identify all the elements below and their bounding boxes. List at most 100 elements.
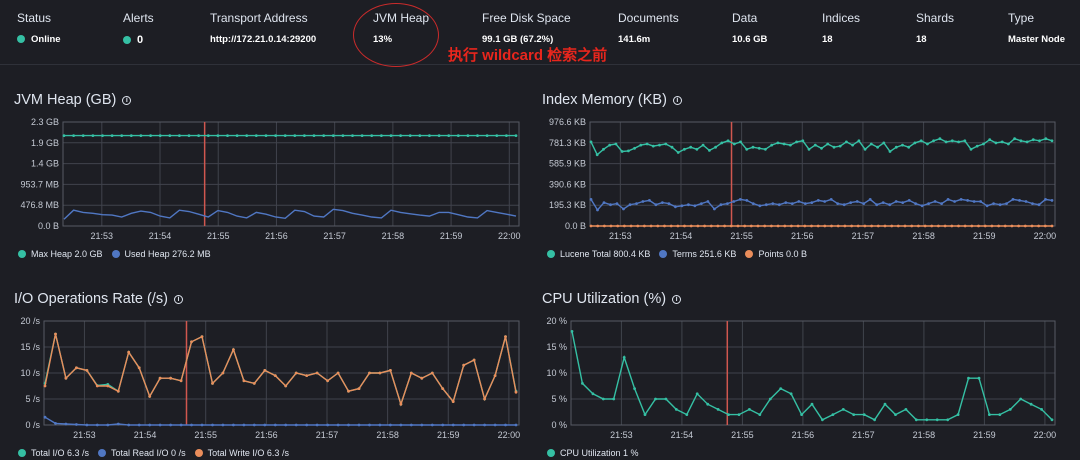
data-point xyxy=(977,224,980,228)
data-point xyxy=(609,203,612,207)
data-point xyxy=(732,200,736,203)
data-point xyxy=(1017,224,1020,228)
data-point xyxy=(703,224,706,228)
data-point xyxy=(695,147,699,151)
data-point xyxy=(882,141,886,145)
data-point xyxy=(263,369,267,372)
legend-label: Total I/O 6.3 /s xyxy=(31,448,90,458)
data-point xyxy=(751,202,755,206)
legend-item[interactable]: Points 0.0 B xyxy=(745,249,807,259)
data-point xyxy=(64,376,68,380)
data-point xyxy=(1018,199,1021,202)
data-point xyxy=(719,203,723,207)
data-point xyxy=(106,384,110,388)
data-point xyxy=(101,134,104,138)
data-point xyxy=(495,134,499,138)
data-point xyxy=(216,134,220,138)
legend-item[interactable]: CPU Utilization 1 % xyxy=(547,448,639,458)
data-point xyxy=(963,139,967,143)
data-point xyxy=(451,400,455,403)
data-point xyxy=(420,376,424,380)
info-icon[interactable]: i xyxy=(173,295,183,304)
data-point xyxy=(149,134,153,138)
y-tick-label: 0 /s xyxy=(25,420,40,430)
stat-label: Indices xyxy=(822,11,861,25)
x-tick-label: 21:54 xyxy=(670,231,693,241)
data-point xyxy=(990,224,994,228)
info-icon[interactable]: i xyxy=(672,96,682,105)
data-point xyxy=(294,371,298,375)
data-point xyxy=(823,224,827,228)
data-point xyxy=(674,205,677,209)
panel-title: Index Memory (KB) xyxy=(542,92,667,108)
data-point xyxy=(116,422,120,426)
data-point xyxy=(883,224,887,228)
data-point xyxy=(749,224,753,228)
data-point xyxy=(127,423,131,427)
data-point xyxy=(601,397,605,401)
legend-item[interactable]: Used Heap 276.2 MB xyxy=(111,249,211,259)
data-point xyxy=(868,198,872,201)
data-point xyxy=(959,198,963,201)
data-point xyxy=(200,335,204,338)
data-point xyxy=(169,376,173,380)
data-point xyxy=(514,389,518,393)
data-point xyxy=(739,140,742,144)
data-point xyxy=(1050,139,1054,143)
data-point xyxy=(336,371,340,375)
legend-item[interactable]: Lucene Total 800.4 KB xyxy=(547,249,650,259)
data-point xyxy=(430,371,434,375)
data-point xyxy=(810,201,814,205)
data-point xyxy=(888,150,892,153)
x-tick-label: 21:59 xyxy=(440,231,463,241)
jvm-heap-panel: JVM Heap (GB) i xyxy=(14,91,132,109)
legend-item[interactable]: Total Write I/O 6.3 /s xyxy=(194,448,289,458)
data-point xyxy=(462,363,466,367)
data-point xyxy=(169,376,173,380)
y-tick-label: 10 % xyxy=(546,368,567,378)
data-point xyxy=(770,143,774,147)
data-point xyxy=(504,423,507,427)
data-point xyxy=(729,224,733,228)
x-tick-label: 21:58 xyxy=(376,430,399,440)
data-point xyxy=(901,143,904,147)
y-tick-label: 10 /s xyxy=(20,368,40,378)
data-point xyxy=(570,330,574,333)
data-point xyxy=(409,371,413,375)
data-point xyxy=(907,145,911,149)
data-point xyxy=(764,203,768,207)
legend-item[interactable]: Terms 251.6 KB xyxy=(659,249,736,259)
data-point xyxy=(663,224,666,228)
stat-value: Master Node xyxy=(1008,34,1065,45)
stat-value: 99.1 GB (67.2%) xyxy=(482,34,571,45)
info-icon[interactable]: i xyxy=(122,96,132,105)
data-point xyxy=(913,141,917,145)
legend-label: CPU Utilization 1 % xyxy=(560,448,639,458)
data-point xyxy=(972,200,976,203)
data-point xyxy=(926,142,929,146)
cpu-panel: CPU Utilization (%) i xyxy=(542,290,682,308)
data-point xyxy=(389,369,392,372)
data-point xyxy=(745,199,749,202)
data-point xyxy=(456,134,460,138)
series-line-1 xyxy=(44,416,516,426)
legend-item[interactable]: Max Heap 2.0 GB xyxy=(18,249,103,259)
data-point xyxy=(997,224,1000,228)
data-point xyxy=(970,224,974,228)
legend-item[interactable]: Total Read I/O 0 /s xyxy=(98,448,186,458)
data-point xyxy=(116,389,120,393)
panel-title: CPU Utilization (%) xyxy=(542,291,667,307)
stat-type: Type Master Node xyxy=(1008,11,1065,45)
data-point xyxy=(466,134,470,138)
data-point xyxy=(322,134,326,138)
stat-indices: Indices 18 xyxy=(822,11,860,45)
data-point xyxy=(596,224,600,228)
info-icon[interactable]: i xyxy=(672,295,682,304)
legend-item[interactable]: Total I/O 6.3 /s xyxy=(18,448,89,458)
data-point xyxy=(190,340,193,344)
data-point xyxy=(643,413,647,416)
legend-label: Total Write I/O 6.3 /s xyxy=(207,448,289,458)
data-point xyxy=(1008,408,1012,411)
data-point xyxy=(64,422,68,426)
data-point xyxy=(483,423,486,427)
